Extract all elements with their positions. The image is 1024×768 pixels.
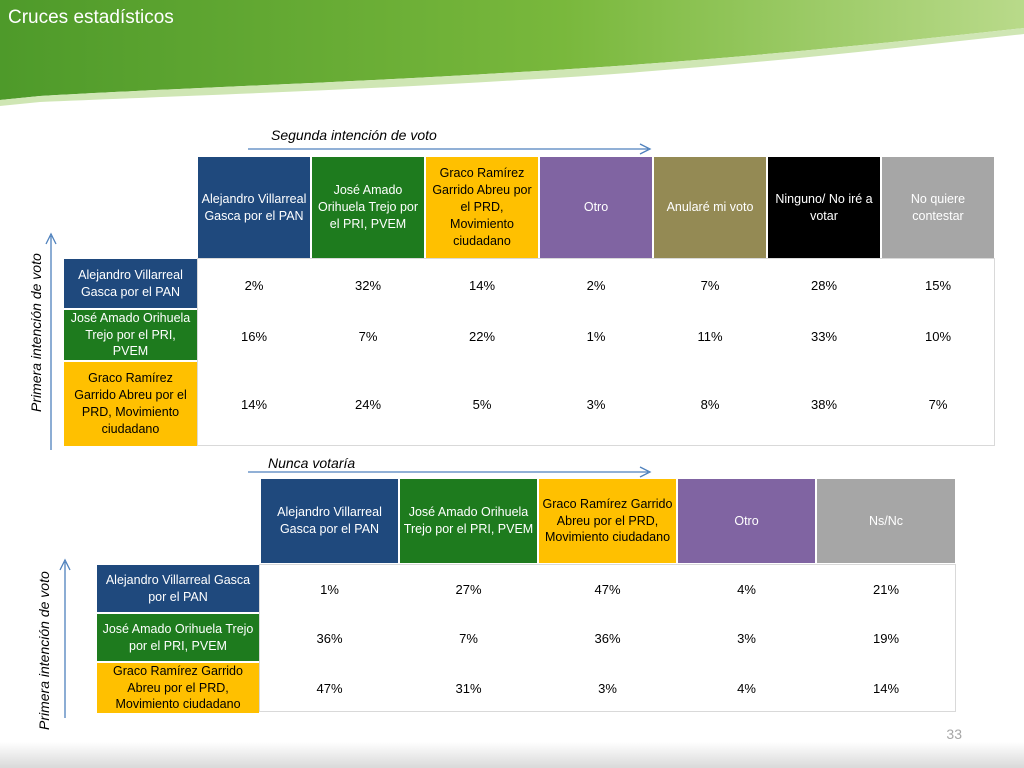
table2-col-header-nsnc: Ns/Nc <box>817 479 955 563</box>
table2-cell: 3% <box>737 630 756 646</box>
table1-row-header-pri: José Amado Orihuela Trejo por el PRI, PV… <box>64 310 197 360</box>
table1-cell: 33% <box>810 328 838 344</box>
table2-cell: 7% <box>459 630 478 646</box>
table1-cell: 28% <box>810 277 838 293</box>
table2-cell: 4% <box>737 680 756 696</box>
table1-row-header-pan: Alejandro Villarreal Gasca por el PAN <box>64 259 197 308</box>
table1-col-header-prd: Graco Ramírez Garrido Abreu por el PRD, … <box>426 157 538 258</box>
header-band: Cruces estadísticos <box>0 0 1024 110</box>
table1-col-header-no-contesta: No quiere contestar <box>882 157 994 258</box>
table2-col-header-otro: Otro <box>678 479 815 563</box>
table2-cell: 36% <box>316 630 343 646</box>
table1-col-header-pan: Alejandro Villarreal Gasca por el PAN <box>198 157 310 258</box>
table2-row-header-pri: José Amado Orihuela Trejo por el PRI, PV… <box>97 614 259 661</box>
page-number: 33 <box>946 726 962 742</box>
table2-cell: 31% <box>455 680 482 696</box>
table2-col-header-pan: Alejandro Villarreal Gasca por el PAN <box>261 479 398 563</box>
table2-row-header-prd: Graco Ramírez Garrido Abreu por el PRD, … <box>97 663 259 713</box>
table1-cell: 7% <box>358 328 378 344</box>
table1-row-header-prd: Graco Ramírez Garrido Abreu por el PRD, … <box>64 362 197 446</box>
table1-cell: 2% <box>586 277 606 293</box>
table2-frame <box>259 564 956 712</box>
table1-arrow-right-icon <box>248 143 652 155</box>
table1-arrow-up-icon <box>45 232 57 450</box>
table1-col-header-anulare: Anularé mi voto <box>654 157 766 258</box>
table1-cell: 1% <box>586 328 606 344</box>
table2-arrow-right-icon <box>248 466 652 478</box>
table1-cell: 15% <box>924 277 952 293</box>
table1-col-header-ninguno: Ninguno/ No iré a votar <box>768 157 880 258</box>
green-wave-background <box>0 0 1024 106</box>
table2-cell: 19% <box>872 630 900 646</box>
table2-title: Nunca votaría <box>268 455 356 471</box>
table2-cell: 47% <box>594 581 621 597</box>
table1-cell: 8% <box>700 396 720 412</box>
table2-row-header-pan: Alejandro Villarreal Gasca por el PAN <box>97 565 259 612</box>
table1-cell: 10% <box>924 328 952 344</box>
table1-cell: 3% <box>586 396 606 412</box>
table1-cell: 11% <box>697 328 723 344</box>
table2-cell: 14% <box>872 680 900 696</box>
table1-cell: 24% <box>354 396 382 412</box>
table1-cell: 38% <box>810 396 838 412</box>
table1-row-axis-label: Primera intención de voto <box>28 253 44 412</box>
table1-col-header-pri: José Amado Orihuela Trejo por el PRI, PV… <box>312 157 424 258</box>
table1-cell: 32% <box>354 277 382 293</box>
table2-col-header-prd: Graco Ramírez Garrido Abreu por el PRD, … <box>539 479 676 563</box>
table1-cell: 14% <box>240 396 268 412</box>
table1-col-header-otro: Otro <box>540 157 652 258</box>
table1-cell: 7% <box>928 396 948 412</box>
table2-cell: 21% <box>872 581 900 597</box>
table1-cell: 2% <box>244 277 264 293</box>
table2-col-header-pri: José Amado Orihuela Trejo por el PRI, PV… <box>400 479 537 563</box>
table1-title: Segunda intención de voto <box>271 127 437 143</box>
table1-frame <box>197 258 995 446</box>
table1-cell: 16% <box>240 328 268 344</box>
bottom-gray-band <box>0 742 1024 768</box>
table2-arrow-up-icon <box>59 558 71 718</box>
table2-cell: 27% <box>455 581 482 597</box>
table2-row-axis-label: Primera intención de voto <box>36 571 52 730</box>
table1-cell: 22% <box>468 328 496 344</box>
slide-title: Cruces estadísticos <box>8 7 174 28</box>
table1-cell: 5% <box>472 396 492 412</box>
table2-cell: 47% <box>316 680 343 696</box>
table2-cell: 1% <box>320 581 339 597</box>
table2-cell: 3% <box>598 680 617 696</box>
table1-cell: 14% <box>468 277 496 293</box>
table2-cell: 4% <box>737 581 756 597</box>
table1-cell: 7% <box>700 277 720 293</box>
table2-cell: 36% <box>594 630 621 646</box>
